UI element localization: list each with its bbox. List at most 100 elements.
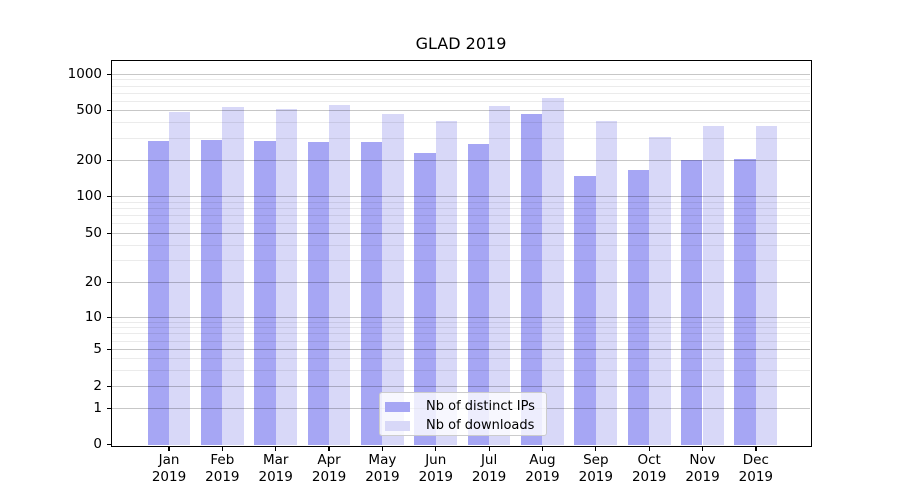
y-tick-label-20: 20 bbox=[84, 274, 102, 290]
bar-jul-downloads bbox=[489, 105, 511, 445]
bar-apr-downloads bbox=[329, 104, 351, 445]
plot-frame bbox=[110, 59, 812, 447]
y-tick-label-500: 500 bbox=[76, 102, 102, 118]
gridline-minor-600 bbox=[112, 100, 810, 102]
x-tick-label-dec: Dec 2019 bbox=[738, 452, 774, 485]
chart-title: GLAD 2019 bbox=[415, 34, 507, 53]
bar-jan-downloads bbox=[169, 111, 191, 445]
bar-sep-downloads bbox=[595, 121, 618, 445]
y-tick-label-1: 1 bbox=[93, 400, 102, 416]
gridline-major-100 bbox=[112, 196, 810, 197]
plot-area bbox=[112, 61, 810, 445]
y-tick-mark-5 bbox=[107, 348, 112, 350]
x-tick-label-jan: Jan 2019 bbox=[151, 452, 187, 485]
x-tick-label-may: May 2019 bbox=[365, 452, 400, 485]
gridline-minor-4 bbox=[112, 358, 810, 359]
bar-aug-downloads bbox=[542, 97, 564, 445]
legend-item-distinct-ips: Nb of distinct IPs bbox=[385, 398, 540, 415]
bar-jun-distinct-ips bbox=[414, 153, 436, 445]
bar-dec-downloads bbox=[755, 125, 778, 445]
gridline-minor-8 bbox=[112, 327, 810, 329]
legend-swatch-downloads bbox=[385, 420, 410, 431]
x-tick-label-nov: Nov 2019 bbox=[685, 452, 720, 485]
y-tick-mark-10 bbox=[107, 316, 112, 318]
y-tick-mark-200 bbox=[107, 159, 112, 161]
y-tick-mark-20 bbox=[107, 281, 112, 283]
bar-oct-distinct-ips bbox=[627, 169, 650, 445]
bar-feb-distinct-ips bbox=[200, 139, 223, 445]
x-tick-label-jun: Jun 2019 bbox=[418, 452, 453, 485]
bar-may-distinct-ips bbox=[361, 142, 383, 445]
y-tick-label-0: 0 bbox=[93, 436, 102, 452]
gridline-minor-3 bbox=[112, 369, 810, 371]
gridline-major-200 bbox=[112, 160, 810, 161]
gridline-major-2 bbox=[112, 386, 810, 387]
bar-dec-distinct-ips bbox=[734, 158, 756, 445]
gridline-minor-70 bbox=[112, 215, 810, 217]
bar-nov-distinct-ips bbox=[681, 159, 703, 445]
gridline-major-20 bbox=[112, 282, 810, 283]
gridline-minor-30 bbox=[112, 260, 810, 262]
bar-apr-distinct-ips bbox=[307, 141, 330, 445]
x-tick-mark-nov bbox=[701, 446, 704, 451]
x-tick-mark-aug bbox=[541, 446, 544, 451]
y-tick-mark-50 bbox=[107, 232, 112, 234]
x-tick-mark-jun bbox=[435, 446, 437, 451]
x-tick-mark-oct bbox=[648, 446, 650, 451]
x-tick-label-aug: Aug 2019 bbox=[525, 452, 560, 485]
gridline-minor-900 bbox=[112, 79, 810, 81]
gridline-minor-400 bbox=[112, 122, 810, 124]
x-tick-label-feb: Feb 2019 bbox=[205, 452, 240, 485]
gridline-minor-80 bbox=[112, 207, 810, 209]
gridline-minor-800 bbox=[112, 85, 810, 87]
legend-item-downloads: Nb of downloads bbox=[385, 417, 540, 434]
gridline-minor-40 bbox=[112, 244, 810, 246]
bar-feb-downloads bbox=[222, 107, 244, 445]
x-tick-mark-jan bbox=[168, 446, 170, 451]
x-tick-mark-feb bbox=[221, 446, 224, 451]
y-tick-mark-1000 bbox=[107, 73, 112, 75]
gridline-minor-300 bbox=[112, 137, 810, 139]
bar-jan-distinct-ips bbox=[147, 140, 169, 445]
bar-oct-downloads bbox=[649, 136, 671, 445]
bar-nov-downloads bbox=[702, 125, 724, 445]
gridline-minor-6 bbox=[112, 340, 810, 342]
x-tick-mark-mar bbox=[275, 446, 277, 451]
legend-label-distinct-ips: Nb of distinct IPs bbox=[426, 399, 535, 414]
y-tick-label-10: 10 bbox=[84, 309, 102, 325]
gridline-minor-7 bbox=[112, 333, 810, 335]
bar-jun-downloads bbox=[435, 120, 458, 445]
gridline-major-50 bbox=[112, 233, 810, 234]
bar-mar-distinct-ips bbox=[254, 140, 276, 445]
x-tick-mark-apr bbox=[328, 446, 330, 451]
y-tick-label-100: 100 bbox=[76, 188, 102, 204]
y-tick-label-50: 50 bbox=[84, 225, 102, 241]
bar-aug-distinct-ips bbox=[521, 114, 543, 445]
x-tick-label-sep: Sep 2019 bbox=[578, 452, 613, 485]
y-tick-label-5: 5 bbox=[93, 341, 102, 357]
gridline-minor-90 bbox=[112, 201, 810, 203]
x-tick-label-jul: Jul 2019 bbox=[471, 452, 507, 485]
gridline-major-500 bbox=[112, 110, 810, 111]
y-tick-mark-2 bbox=[107, 385, 112, 387]
bar-sep-distinct-ips bbox=[574, 175, 596, 445]
y-tick-mark-0 bbox=[107, 443, 112, 445]
y-tick-label-2: 2 bbox=[93, 378, 102, 394]
gridline-major-10 bbox=[112, 317, 810, 318]
y-tick-label-1000: 1000 bbox=[67, 66, 102, 82]
gridline-minor-60 bbox=[112, 223, 810, 225]
bar-may-downloads bbox=[382, 114, 404, 445]
gridline-major-1000 bbox=[112, 74, 810, 75]
gridline-minor-700 bbox=[112, 92, 810, 94]
bar-mar-downloads bbox=[275, 109, 298, 445]
gridline-minor-9 bbox=[112, 321, 810, 323]
legend-label-downloads: Nb of downloads bbox=[426, 418, 535, 433]
legend-swatch-distinct-ips bbox=[385, 401, 410, 412]
x-tick-label-mar: Mar 2019 bbox=[258, 452, 293, 485]
y-tick-label-200: 200 bbox=[76, 152, 102, 168]
x-tick-mark-may bbox=[381, 446, 384, 451]
x-tick-mark-sep bbox=[595, 446, 597, 451]
x-tick-mark-jul bbox=[488, 446, 490, 451]
bar-jul-distinct-ips bbox=[467, 144, 490, 445]
